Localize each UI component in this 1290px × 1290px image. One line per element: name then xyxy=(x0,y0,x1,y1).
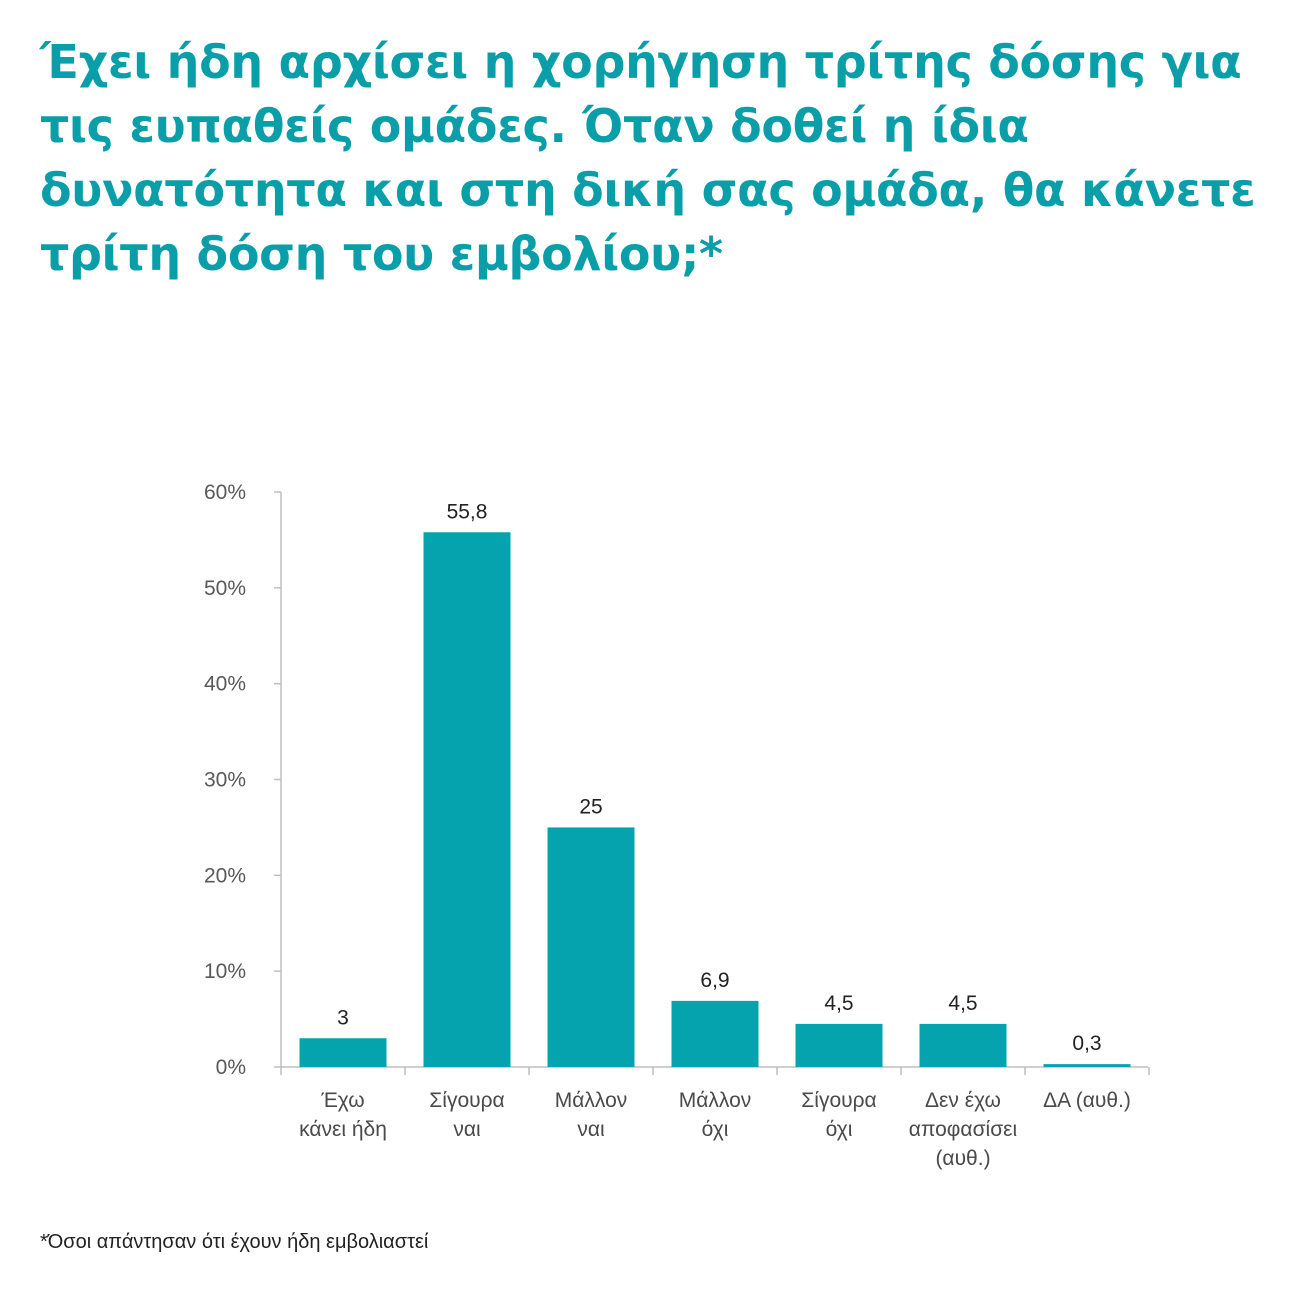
y-tick-label: 20% xyxy=(204,864,246,887)
value-label: 0,3 xyxy=(1072,1032,1101,1055)
value-label: 3 xyxy=(337,1006,349,1029)
value-label: 6,9 xyxy=(700,969,729,992)
bar xyxy=(795,1023,883,1067)
bar xyxy=(299,1038,387,1067)
value-label: 55,8 xyxy=(447,500,488,523)
category-label: Έχω κάνει ήδη xyxy=(299,1089,387,1141)
bar xyxy=(547,827,635,1067)
y-tick-label: 60% xyxy=(204,481,246,504)
category-label: Μάλλον ναι xyxy=(555,1089,628,1141)
bar xyxy=(671,1000,759,1067)
category-label: Δεν έχω αποφασίσει (αυθ.) xyxy=(909,1089,1018,1170)
y-tick-label: 10% xyxy=(204,960,246,983)
y-tick-label: 30% xyxy=(204,769,246,792)
bar xyxy=(423,532,511,1067)
value-label: 4,5 xyxy=(824,992,853,1015)
category-label: Σίγουρα ναι xyxy=(429,1089,504,1141)
bar xyxy=(1043,1064,1131,1067)
bar xyxy=(919,1023,1007,1067)
y-tick-label: 0% xyxy=(216,1056,246,1079)
y-tick-label: 40% xyxy=(204,673,246,696)
value-label: 4,5 xyxy=(948,992,977,1015)
category-label: Σίγουρα όχι xyxy=(801,1089,876,1141)
category-label: Μάλλον όχι xyxy=(679,1089,752,1141)
y-tick-label: 50% xyxy=(204,577,246,600)
category-label: ΔΑ (αυθ.) xyxy=(1043,1089,1131,1112)
value-label: 25 xyxy=(579,795,602,818)
chart-title: Έχει ήδη αρχίσει η χορήγηση τρίτης δόσης… xyxy=(40,35,1256,281)
footnote: *Όσοι απάντησαν ότι έχουν ήδη εμβολιαστε… xyxy=(40,1231,429,1253)
